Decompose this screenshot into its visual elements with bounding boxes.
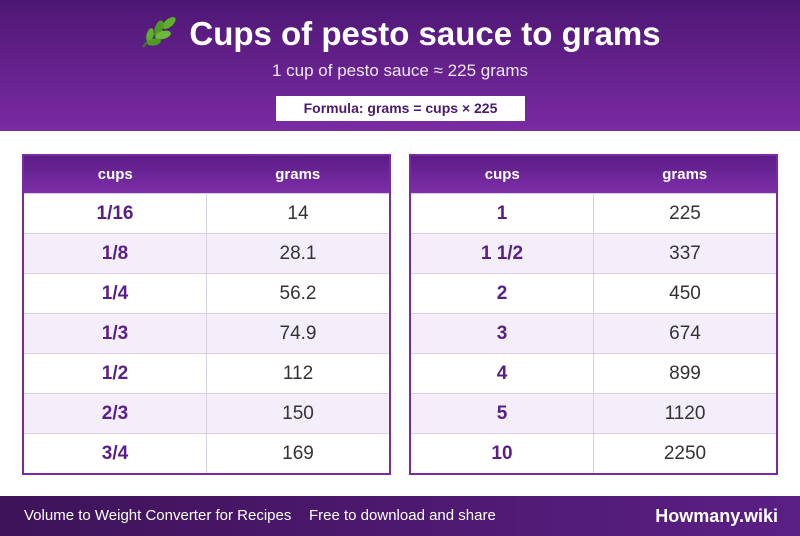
grams-cell: 112 (282, 363, 314, 384)
grams-cell: 74.9 (279, 323, 317, 344)
footer-description: Volume to Weight Converter for Recipes (24, 507, 292, 524)
grams-cell: 225 (669, 203, 701, 224)
grams-cell: 56.2 (279, 283, 317, 304)
brand-link[interactable]: Howmany.wiki (655, 506, 778, 526)
table-row: 1 1/2 337 (411, 233, 776, 273)
grams-cell: 2250 (663, 443, 707, 464)
grams-cell: 1120 (664, 403, 706, 424)
grams-cell: 899 (669, 363, 701, 384)
cups-cell: 1/3 (24, 314, 207, 353)
table-row: 1 225 (411, 193, 776, 233)
table-row: 2/3 150 (24, 393, 389, 433)
table-row: 1/4 56.2 (24, 273, 389, 313)
grams-cell: 28.1 (279, 243, 317, 264)
cups-cell: 1/16 (24, 194, 207, 233)
table-row: 1/16 14 (24, 193, 389, 233)
conversion-table-right: cups grams 1 225 1 1/2 337 2 450 3 674 4 899 … (409, 154, 778, 475)
subtitle: 1 cup of pesto sauce ≈ 225 grams (272, 61, 528, 80)
page-title: Cups of pesto sauce to grams (0, 12, 800, 60)
grams-cell: 337 (669, 243, 701, 264)
table-row: 3 674 (411, 313, 776, 353)
cups-cell: 1 (411, 194, 594, 233)
footer-note: Free to download and share (309, 507, 496, 524)
grams-cell: 169 (282, 443, 314, 464)
grams-cell: 14 (287, 203, 309, 224)
cups-cell: 3 (411, 314, 594, 353)
table-row: 4 899 (411, 353, 776, 393)
cups-cell: 5 (411, 394, 594, 433)
grams-cell: 674 (669, 323, 701, 344)
header-banner: Cups of pesto sauce to grams 1 cup of pe… (0, 0, 800, 131)
table-row: 1/2 112 (24, 353, 389, 393)
cups-cell: 3/4 (24, 434, 207, 473)
table-row: 1/8 28.1 (24, 233, 389, 273)
cups-cell: 1/2 (24, 354, 207, 393)
column-header-cups: cups (97, 166, 133, 183)
cups-cell: 1/4 (24, 274, 207, 313)
table-row: 10 2250 (411, 433, 776, 473)
formula-box: Formula: grams = cups × 225 (276, 96, 525, 121)
table-row: 5 1120 (411, 393, 776, 433)
column-header-grams: grams (662, 166, 708, 183)
cups-cell: 2 (411, 274, 594, 313)
table-row: 2 450 (411, 273, 776, 313)
herb-leaf-icon (139, 13, 179, 60)
table-row: 3/4 169 (24, 433, 389, 473)
grams-cell: 150 (282, 403, 314, 424)
cups-cell: 2/3 (24, 394, 207, 433)
table-row: 1/3 74.9 (24, 313, 389, 353)
column-header-cups: cups (484, 166, 520, 183)
table-header: cups grams (411, 156, 776, 193)
cups-cell: 1 1/2 (411, 234, 594, 273)
cups-cell: 4 (411, 354, 594, 393)
cups-cell: 1/8 (24, 234, 207, 273)
table-header: cups grams (24, 156, 389, 193)
cups-cell: 10 (411, 434, 594, 473)
column-header-grams: grams (275, 166, 321, 183)
footer-bar: Volume to Weight Converter for Recipes F… (0, 496, 800, 536)
conversion-table-left: cups grams 1/16 14 1/8 28.1 1/4 56.2 1/3 74.… (22, 154, 391, 475)
grams-cell: 450 (669, 283, 701, 304)
